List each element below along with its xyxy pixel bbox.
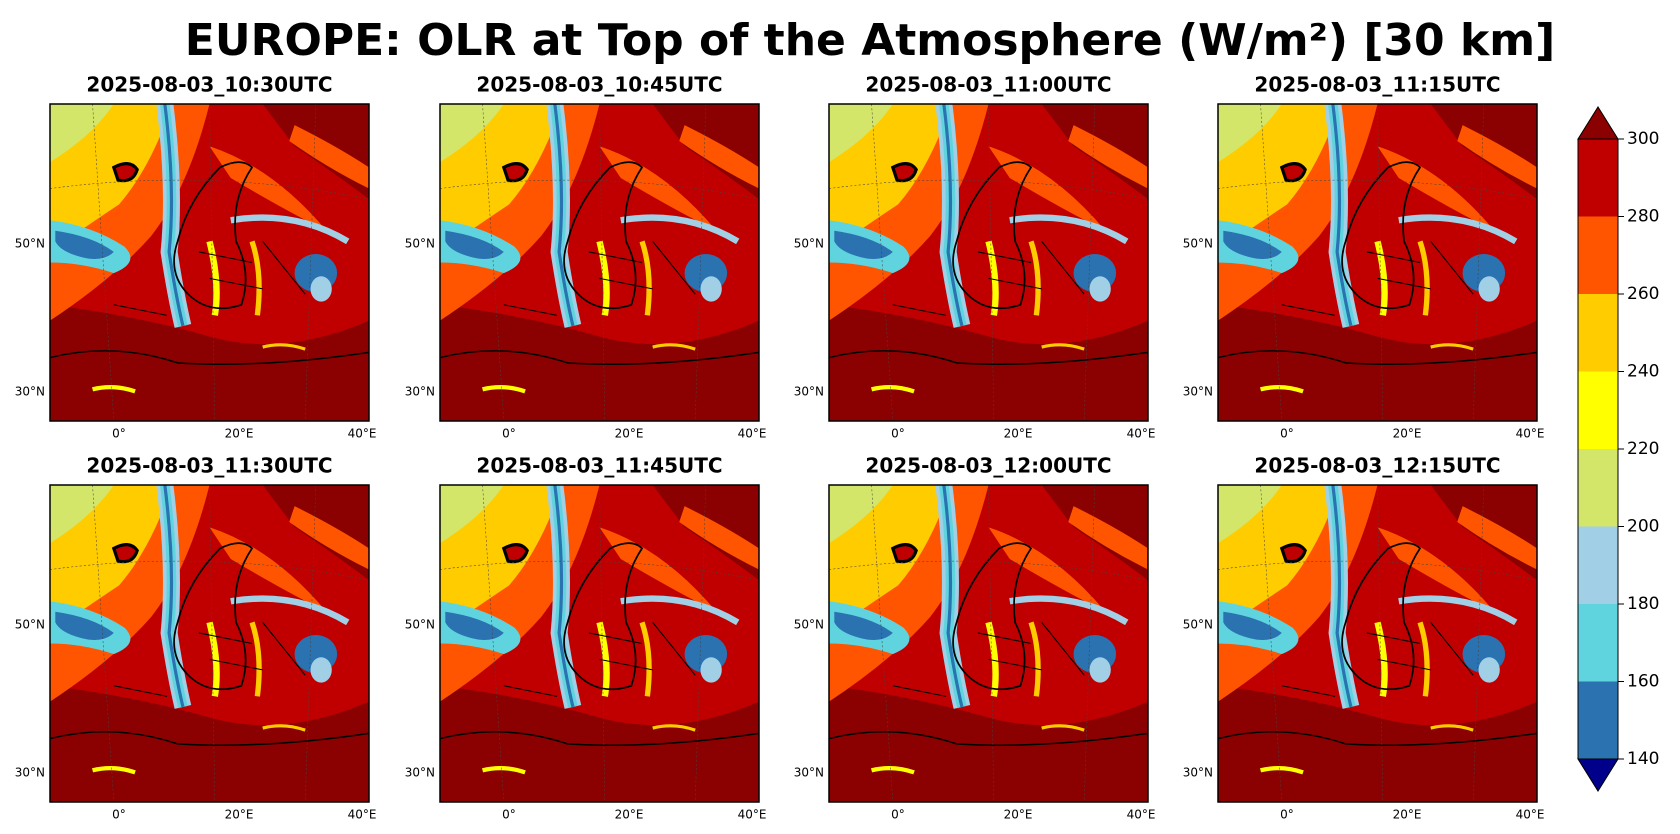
lon-label: 40°E — [738, 427, 767, 441]
panel-title: 2025-08-03_11:45UTC — [476, 454, 722, 478]
lon-label: 0° — [891, 808, 905, 822]
lon-label: 0° — [112, 427, 126, 441]
lat-label: 50°N — [794, 618, 824, 632]
lon-label: 0° — [891, 427, 905, 441]
map-image — [829, 485, 1148, 802]
map-image — [440, 485, 759, 802]
colorbar-over — [1577, 106, 1619, 140]
lon-label: 40°E — [1127, 808, 1156, 822]
lat-label: 50°N — [15, 237, 45, 251]
map-image — [50, 485, 369, 802]
lat-label: 50°N — [405, 237, 435, 251]
map-frame — [828, 103, 1149, 422]
map-frame — [439, 103, 760, 422]
panel-title: 2025-08-03_11:15UTC — [1254, 73, 1500, 97]
colorbar-tick-label: 180 — [1627, 594, 1659, 614]
colorbar-tick-label: 300 — [1627, 129, 1659, 149]
lat-label: 50°N — [1183, 237, 1213, 251]
colorbar-segment — [1578, 216, 1618, 294]
colorbar-segment — [1578, 681, 1618, 759]
panel-title: 2025-08-03_10:45UTC — [476, 73, 722, 97]
panel-title: 2025-08-03_12:00UTC — [865, 454, 1111, 478]
map-frame — [1217, 103, 1538, 422]
lon-label: 40°E — [1516, 427, 1545, 441]
map-image — [440, 104, 759, 421]
colorbar-tick-label: 280 — [1627, 207, 1659, 227]
lat-label: 30°N — [1183, 385, 1213, 399]
lon-label: 40°E — [348, 808, 377, 822]
colorbar-segment — [1578, 526, 1618, 604]
colorbar-tick-label: 240 — [1627, 362, 1659, 382]
lon-label: 20°E — [225, 808, 254, 822]
lat-label: 50°N — [1183, 618, 1213, 632]
lat-label: 30°N — [405, 766, 435, 780]
lat-label: 30°N — [794, 385, 824, 399]
colorbar-tick-label: 140 — [1627, 749, 1659, 769]
lat-label: 30°N — [794, 766, 824, 780]
colorbar-segment — [1578, 371, 1618, 449]
panel-title: 2025-08-03_11:30UTC — [86, 454, 332, 478]
colorbar-tick-label: 260 — [1627, 284, 1659, 304]
lat-label: 50°N — [15, 618, 45, 632]
colorbar-segment — [1578, 294, 1618, 372]
lon-label: 0° — [502, 427, 516, 441]
lon-label: 40°E — [1127, 427, 1156, 441]
colorbar-under — [1577, 758, 1619, 792]
lon-label: 40°E — [738, 808, 767, 822]
lon-label: 40°E — [1516, 808, 1545, 822]
lon-label: 20°E — [1004, 427, 1033, 441]
map-image — [1218, 485, 1537, 802]
lon-label: 20°E — [225, 427, 254, 441]
panel-title: 2025-08-03_12:15UTC — [1254, 454, 1500, 478]
lat-label: 30°N — [15, 766, 45, 780]
panel-title: 2025-08-03_10:30UTC — [86, 73, 332, 97]
lat-label: 30°N — [15, 385, 45, 399]
map-frame — [828, 484, 1149, 803]
figure-title: EUROPE: OLR at Top of the Atmosphere (W/… — [185, 15, 1555, 66]
lon-label: 20°E — [1393, 808, 1422, 822]
lon-label: 0° — [112, 808, 126, 822]
lat-label: 50°N — [794, 237, 824, 251]
lon-label: 20°E — [615, 808, 644, 822]
colorbar-segment — [1578, 449, 1618, 527]
lat-label: 30°N — [405, 385, 435, 399]
map-image — [50, 104, 369, 421]
map-frame — [49, 103, 370, 422]
map-image — [1218, 104, 1537, 421]
colorbar-segment — [1578, 604, 1618, 682]
panel-title: 2025-08-03_11:00UTC — [865, 73, 1111, 97]
lon-label: 0° — [502, 808, 516, 822]
lon-label: 20°E — [1004, 808, 1033, 822]
colorbar-segment — [1578, 139, 1618, 217]
lon-label: 0° — [1280, 427, 1294, 441]
map-frame — [1217, 484, 1538, 803]
lon-label: 0° — [1280, 808, 1294, 822]
lon-label: 20°E — [615, 427, 644, 441]
map-frame — [439, 484, 760, 803]
colorbar-tick-label: 220 — [1627, 439, 1659, 459]
lon-label: 40°E — [348, 427, 377, 441]
colorbar-tick-label: 160 — [1627, 672, 1659, 692]
lon-label: 20°E — [1393, 427, 1422, 441]
colorbar-tick-label: 200 — [1627, 517, 1659, 537]
lat-label: 50°N — [405, 618, 435, 632]
lat-label: 30°N — [1183, 766, 1213, 780]
map-image — [829, 104, 1148, 421]
map-frame — [49, 484, 370, 803]
